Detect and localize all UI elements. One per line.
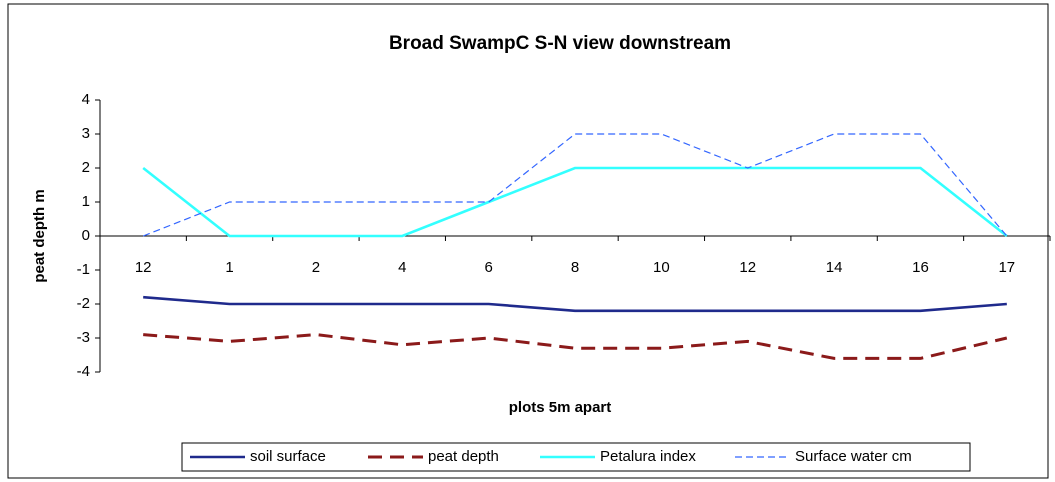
x-tick-label: 17 [998, 259, 1015, 276]
x-tick-label: 8 [571, 259, 579, 276]
legend-label: soil surface [250, 448, 326, 465]
y-tick-label: 1 [82, 193, 90, 210]
y-tick-label: 0 [82, 227, 90, 244]
legend-label: Petalura index [600, 448, 696, 465]
chart-title: Broad SwampC S-N view downstream [389, 33, 731, 54]
series-line [143, 295, 1007, 313]
legend-label: peat depth [428, 448, 499, 465]
y-tick-label: -1 [77, 261, 90, 278]
x-tick-label: 14 [826, 259, 843, 276]
y-tick-label: -3 [77, 329, 90, 346]
x-tick-label: 16 [912, 259, 929, 276]
x-tick-label: 12 [739, 259, 756, 276]
x-tick-label: 6 [484, 259, 492, 276]
x-tick-label: 1 [225, 259, 233, 276]
series-line [142, 166, 1008, 238]
chart-border [7, 3, 1049, 479]
x-tick-label: 12 [135, 259, 152, 276]
x-axis-title: plots 5m apart [509, 399, 612, 416]
y-tick-label: 4 [82, 91, 90, 108]
y-tick-label: -4 [77, 363, 90, 380]
y-tick-label: -2 [77, 295, 90, 312]
series-line [142, 133, 1008, 237]
series-line [143, 333, 1008, 360]
legend-label: Surface water cm [795, 448, 912, 465]
x-tick-label: 10 [653, 259, 670, 276]
x-tick-label: 4 [398, 259, 406, 276]
y-axis-title: peat depth m [31, 189, 48, 282]
y-tick-label: 2 [82, 159, 90, 176]
x-tick-label: 2 [312, 259, 320, 276]
y-tick-label: 3 [82, 125, 90, 142]
